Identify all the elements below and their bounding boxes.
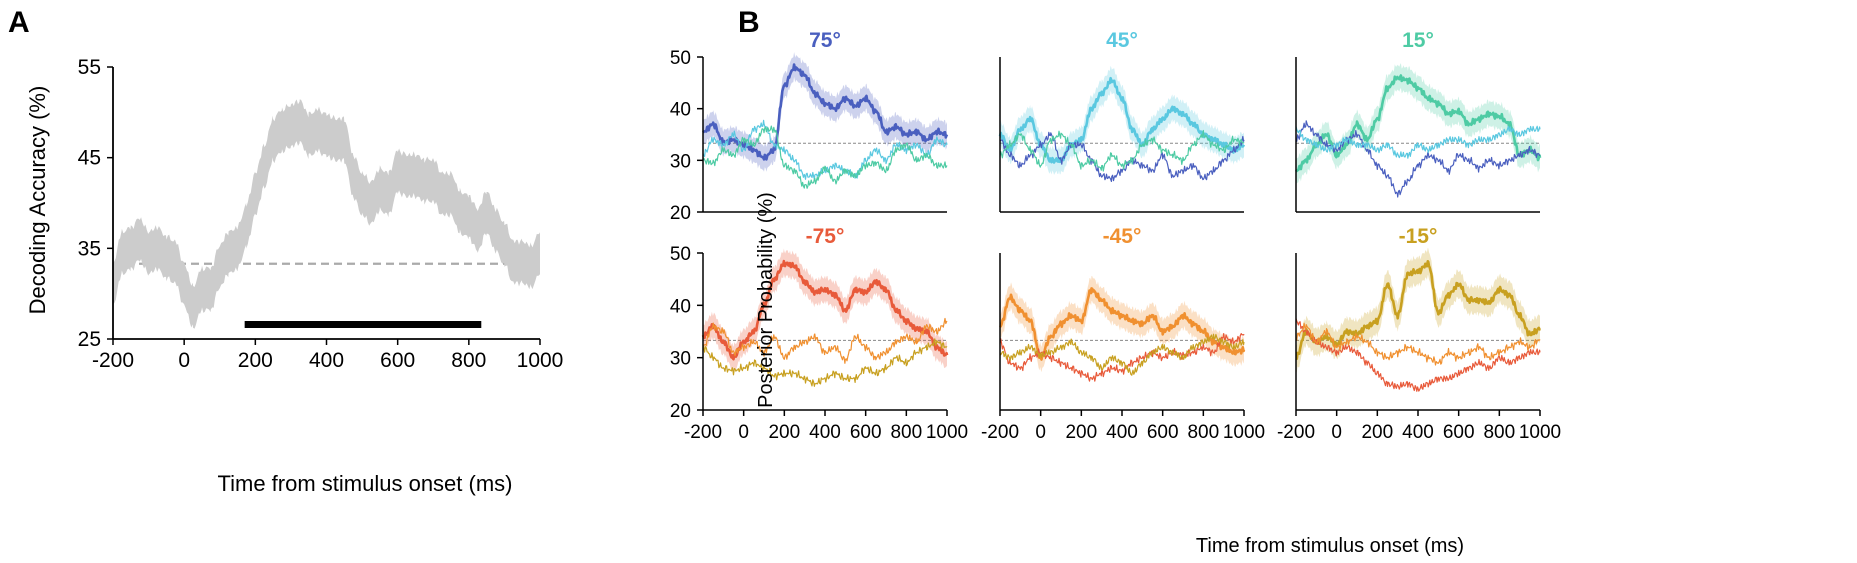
x-tick-label: 400 — [309, 349, 344, 372]
panel-b-label: B — [738, 6, 760, 39]
subplot-B6: -200 0 200 400 600 800 1000 -15° — [1277, 225, 1561, 443]
x-tick-label: 400 — [1402, 422, 1434, 443]
y-tick-label: 30 — [670, 349, 691, 370]
panel-a-chart: 25 35 45 55 -200 0 200 400 600 800 1000 — [78, 56, 564, 372]
subplot-title: 75° — [809, 29, 841, 52]
x-tick-label: 0 — [178, 349, 190, 372]
y-tick-label: 25 — [78, 328, 101, 351]
series-line--45deg — [702, 317, 948, 364]
y-tick-label: 45 — [78, 147, 101, 170]
series-line--15deg — [702, 338, 948, 387]
subplot-title: 15° — [1402, 29, 1434, 52]
x-tick-label: 400 — [809, 422, 841, 443]
x-tick-label: 1000 — [926, 422, 968, 443]
x-tick-label: 200 — [238, 349, 273, 372]
subplot-title: -45° — [1103, 225, 1142, 248]
x-tick-label: -200 — [981, 422, 1019, 443]
y-tick-label: 55 — [78, 56, 101, 79]
x-tick-label: 600 — [380, 349, 415, 372]
x-tick-label: 1000 — [1519, 422, 1561, 443]
y-tick-label: 30 — [670, 151, 691, 172]
series-error-band-Decodingaccuracy — [113, 99, 540, 329]
x-tick-label: -200 — [92, 349, 134, 372]
subplot-B2: 45° — [998, 29, 1246, 213]
series-line-15deg — [702, 125, 948, 189]
x-tick-label: 600 — [1443, 422, 1475, 443]
series-line-75deg — [702, 63, 949, 161]
panel-b-x-axis-title: Time from stimulus onset (ms) — [1196, 535, 1464, 557]
series-line-75deg — [1295, 120, 1541, 198]
x-tick-label: 200 — [1065, 422, 1097, 443]
panel-a-x-axis-title: Time from stimulus onset (ms) — [217, 471, 512, 496]
x-tick-label: -200 — [684, 422, 722, 443]
series-error-band--45deg — [1000, 275, 1244, 373]
x-tick-label: 200 — [768, 422, 800, 443]
panel-b-charts: 20 30 40 50 75° 45° 15° 20 30 40 50 -200 0 200 400 600 8… — [670, 29, 1561, 443]
subplot-title: 45° — [1106, 29, 1138, 52]
series-error-band-45deg — [1000, 65, 1244, 175]
subplot-B1: 20 30 40 50 75° — [670, 29, 949, 224]
y-tick-label: 20 — [670, 203, 691, 224]
subplot-B4: 20 30 40 50 -200 0 200 400 600 800 1000 -75° — [670, 225, 968, 443]
y-tick-label: 50 — [670, 48, 691, 69]
x-tick-label: 800 — [890, 422, 922, 443]
panel-a-label: A — [8, 6, 30, 39]
series-line-45deg — [1295, 125, 1541, 159]
series-line-15deg — [999, 129, 1245, 172]
subplot-title: -75° — [806, 225, 845, 248]
x-tick-label: 0 — [1035, 422, 1046, 443]
x-tick-label: 600 — [1147, 422, 1179, 443]
x-tick-label: -200 — [1277, 422, 1315, 443]
x-tick-label: 0 — [738, 422, 749, 443]
series-error-band-75deg — [703, 52, 947, 172]
x-tick-label: 1000 — [1223, 422, 1265, 443]
subplot-B5: -200 0 200 400 600 800 1000 -45° — [981, 225, 1265, 443]
x-tick-label: 800 — [1483, 422, 1515, 443]
y-tick-label: 35 — [78, 237, 101, 260]
x-tick-label: 600 — [850, 422, 882, 443]
subplot-B3: 15° — [1294, 29, 1542, 213]
series-error-band--15deg — [1296, 247, 1540, 373]
series-line-75deg — [999, 131, 1245, 182]
x-tick-label: 200 — [1361, 422, 1393, 443]
y-tick-label: 40 — [670, 296, 691, 317]
y-tick-label: 50 — [670, 244, 691, 265]
x-tick-label: 400 — [1106, 422, 1138, 443]
x-tick-label: 0 — [1331, 422, 1342, 443]
subplot-title: -15° — [1399, 225, 1438, 248]
x-tick-label: 800 — [1187, 422, 1219, 443]
series-line--15deg — [1295, 260, 1542, 360]
series-line--75deg — [701, 259, 949, 361]
significance-bar — [244, 321, 482, 328]
x-tick-label: 1000 — [517, 349, 564, 372]
panel-b-y-axis-title: Posterior Probability (%) — [755, 192, 777, 408]
series-error-band--75deg — [703, 248, 947, 372]
x-tick-label: 800 — [451, 349, 486, 372]
series-line--45deg — [998, 287, 1246, 361]
y-tick-label: 20 — [670, 401, 691, 422]
series-line--15deg — [999, 333, 1245, 376]
series-line-15deg — [1294, 74, 1542, 173]
y-tick-label: 40 — [670, 100, 691, 121]
series-line--45deg — [1295, 322, 1541, 366]
panel-a-y-axis-title: Decoding Accuracy (%) — [25, 86, 50, 315]
